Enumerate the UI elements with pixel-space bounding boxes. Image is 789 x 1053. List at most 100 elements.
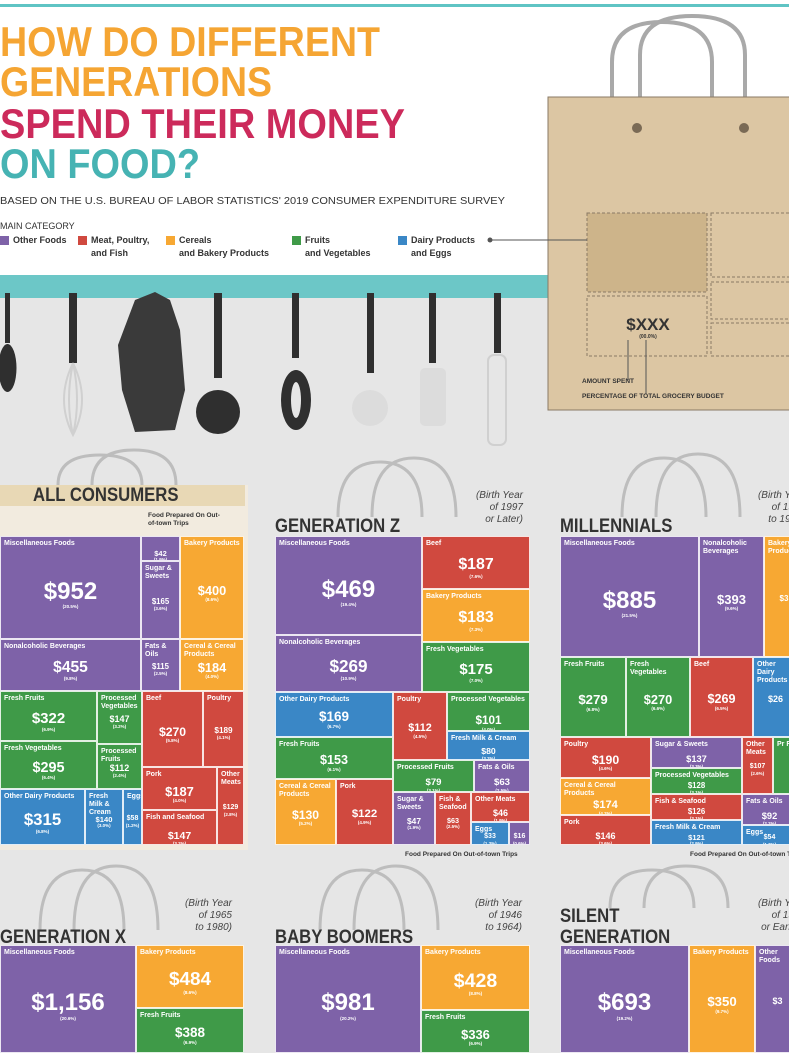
tile-amount: $129 — [222, 803, 239, 811]
tile-percent: (10.9%) — [340, 675, 357, 681]
tile-label: Beef — [146, 695, 162, 702]
tile-amount: $147 — [109, 714, 130, 725]
tile-percent: (6.8%) — [586, 706, 600, 712]
tile-percent: (4.6%) — [598, 766, 613, 772]
tile-amount: $952 — [43, 577, 98, 605]
tile-percent: (1.3%) — [762, 841, 777, 845]
treemap-tile: Pr F — [773, 737, 789, 794]
tile-percent: (4.9%) — [357, 820, 372, 826]
tile-label: Other Dairy Products — [4, 793, 75, 800]
legend-label: Other Foods — [13, 235, 67, 245]
tile-amount: $130 — [291, 807, 320, 822]
legend-label: Dairy Products — [411, 235, 476, 245]
legend-label: and Vegetables — [305, 248, 371, 258]
treemap-tile: Fresh Milk & Cream $121 (2.9%) — [651, 820, 742, 845]
tile-amount: $270 — [158, 724, 187, 739]
tile-label: Fresh Vegetables — [4, 745, 62, 752]
tile-label: Bakery Products — [140, 949, 196, 956]
treemap-tile: Other Dairy Products $169 (6.7%) — [275, 692, 393, 737]
subtitle: BASED ON THE U.S. BUREAU OF LABOR STATIS… — [0, 196, 505, 207]
panel-title: GENERATION Z — [275, 516, 401, 537]
tile-label: Miscellaneous Foods — [564, 949, 635, 956]
tile-amount: $885 — [602, 586, 657, 614]
tile-amount: $137 — [686, 753, 707, 764]
treemap-tile: Pork $146 (3.6%) — [560, 815, 651, 845]
tile-percent: (3.3%) — [689, 763, 704, 768]
treemap-tile: Beef $270 (5.8%) — [142, 691, 203, 767]
tile-percent: (7.6%) — [469, 573, 483, 579]
legend-swatch — [166, 236, 175, 245]
title-line: HOW DO DIFFERENT — [0, 18, 380, 65]
legend-swatch — [0, 236, 9, 245]
birth-year: or Later) — [485, 514, 523, 525]
tile-amount: $54 — [763, 834, 776, 841]
tile-percent: (19.4%) — [340, 602, 357, 608]
treemap-tile: Fresh Fruits $153 (6.1%) — [275, 737, 393, 779]
tile-amount: $63 — [493, 777, 510, 789]
tile-percent: (6.4%) — [41, 775, 56, 781]
tile-percent: (1.3%) — [483, 840, 497, 845]
note: Food Prepared On Out-of-town Trips — [405, 851, 518, 858]
tile-percent: (8.8%) — [468, 991, 483, 997]
tile-label: Processed Vegetables — [655, 772, 729, 779]
tile-percent: (5.2%) — [298, 820, 313, 826]
treemap-tile: Fresh Milk & Cream $140 (3.0%) — [85, 789, 123, 845]
treemap-tile: Nonalcoholic Beverages $455 (9.8%) — [0, 639, 141, 691]
tile-amount: $33 — [484, 833, 496, 840]
treemap-tile: Pork $122 (4.9%) — [336, 779, 393, 845]
tile-amount: $58 — [126, 814, 139, 822]
treemap-tile: Eggs $54 (1.3%) — [742, 825, 789, 845]
tile-amount: $184 — [197, 660, 227, 676]
tile-percent: (19.2%) — [616, 1015, 633, 1021]
tile-percent: (2.8%) — [223, 811, 238, 817]
tile-label: Fresh Fruits — [425, 1014, 466, 1021]
treemap-tile: Miscellaneous Foods $952 (20.5%) — [0, 536, 141, 639]
tile-amount: $26 — [767, 693, 784, 704]
tile-label: Fresh Fruits — [140, 1012, 181, 1019]
tile-percent: (2.2%) — [762, 820, 777, 825]
tile-amount: $315 — [23, 810, 62, 830]
tile-percent: (6.6%) — [651, 706, 665, 712]
tile-amount: $189 — [214, 726, 233, 736]
tile-label: Pork — [146, 771, 162, 778]
tile-percent: (2.4%) — [112, 773, 127, 779]
birth-year: of 1965 — [198, 910, 232, 921]
tile-amount: $455 — [53, 658, 88, 676]
tile-label: Nonalcoholic Beverages — [703, 540, 747, 555]
tile-percent: (9.8%) — [63, 676, 78, 682]
tile-label: Fats & Oils — [746, 798, 783, 805]
tile-amount: $112 — [109, 763, 130, 774]
tile-label: Fresh Fruits — [4, 695, 45, 702]
treemap-tile: Bakery Products $428 (8.8%) — [421, 945, 530, 1010]
birth-year: (Birth Year — [757, 898, 789, 909]
legend-label: and Eggs — [411, 248, 452, 258]
treemap-tile: Processed Fruits $79 (3.1%) — [393, 760, 474, 792]
panel-title: ALL CONSUMERS — [33, 485, 179, 506]
tile-label: Beef — [694, 661, 710, 668]
treemap-tile: Fresh Vegetables $270 (6.6%) — [626, 657, 690, 737]
legend-label: Cereals — [179, 235, 212, 245]
birth-year: to 1964) — [485, 922, 522, 933]
legend-swatch — [398, 236, 407, 245]
treemap-tile: Bakery Products $400 (8.6%) — [180, 536, 244, 639]
tile-amount: $80 — [481, 746, 496, 757]
title-line: ON FOOD? — [0, 140, 200, 187]
panel-title: GENERATION X — [0, 927, 127, 948]
tile-percent: (7.0%) — [469, 677, 483, 683]
tile-amount: $270 — [643, 692, 673, 708]
tile-amount: $3 — [772, 995, 783, 1006]
tile-label: Processed Fruits — [397, 764, 454, 771]
tile-percent: (2.9%) — [689, 840, 704, 845]
birth-year: of 1997 — [489, 502, 523, 513]
treemap-tile: Other Foods $3 — [755, 945, 789, 1053]
tile-label: Beef — [426, 540, 442, 547]
tile-label: Other Foods — [759, 949, 780, 964]
panel-title: BABY BOOMERS — [275, 927, 414, 948]
tile-label: Eggs — [127, 793, 141, 800]
tile-label: Fresh Milk & Cream — [655, 824, 721, 831]
tile-percent: (6.9%) — [183, 1040, 197, 1046]
tile-amount: $187 — [458, 556, 494, 574]
birth-year: of 1946 — [488, 910, 522, 921]
treemap-tile: Miscellaneous Foods $1,156 (20.6%) — [0, 945, 136, 1053]
